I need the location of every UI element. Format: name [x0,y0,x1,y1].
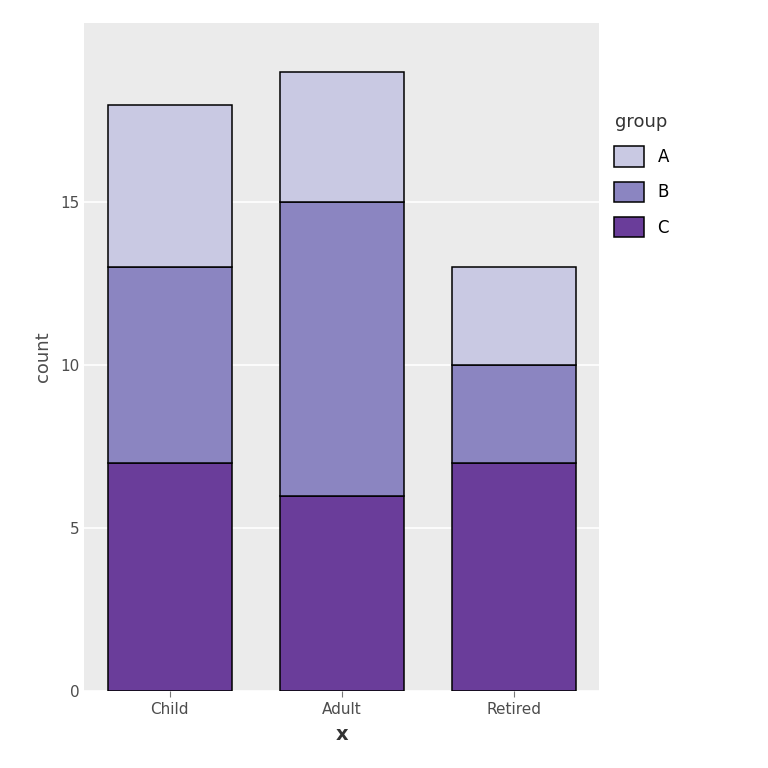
Bar [280,202,404,495]
Bar [108,104,232,267]
Bar [452,463,576,691]
Y-axis label: count: count [34,332,52,382]
Bar [452,366,576,463]
Bar [452,267,576,366]
Bar [280,72,404,202]
X-axis label: x: x [336,725,348,744]
Bar [108,463,232,691]
Bar [108,267,232,463]
Bar [280,495,404,691]
Legend: A, B, C: A, B, C [604,103,679,247]
